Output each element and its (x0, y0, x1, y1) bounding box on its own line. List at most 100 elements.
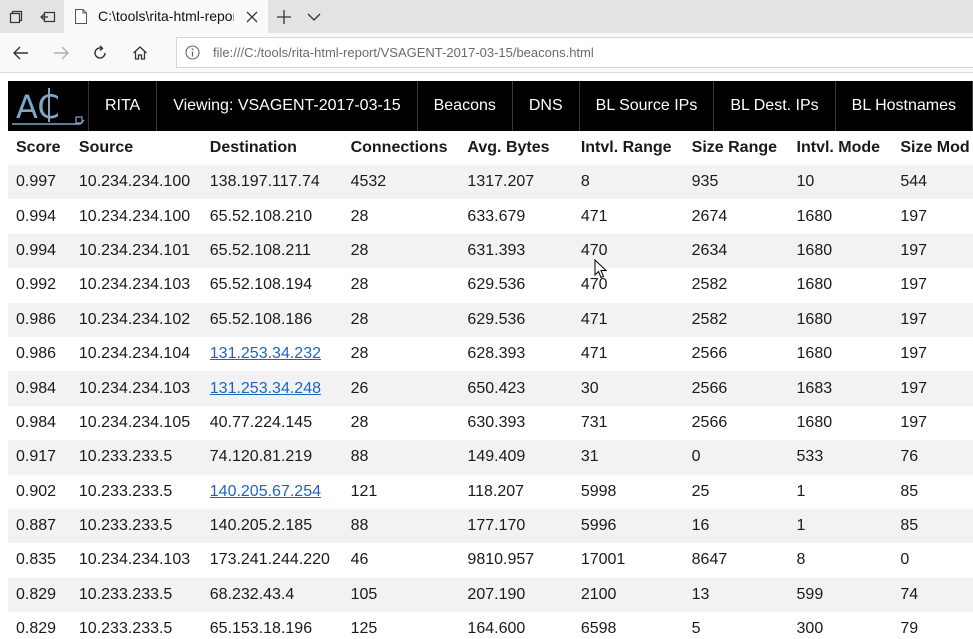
cell-score: 0.887 (8, 508, 71, 544)
cell-score: 0.992 (8, 268, 71, 303)
table-row: 0.992 10.234.234.103 65.52.108.194 28 629.53… (8, 268, 973, 303)
browser-tab-bar: C:\tools\rita-html-repor (0, 0, 973, 33)
address-bar[interactable]: file:///C:/tools/rita-html-report/VSAGEN… (176, 37, 973, 68)
cell-source: 10.233.233.5 (70, 508, 202, 544)
cell-intvl-mode: 1680 (788, 268, 893, 303)
cell-intvl-range: 470 (572, 268, 684, 303)
cell-destination: 65.52.108.186 (201, 302, 343, 337)
cell-destination: 65.52.108.210 (201, 199, 343, 234)
cell-intvl-range: 30 (572, 371, 684, 406)
cell-size-mode: 197 (892, 199, 973, 234)
cell-connections: 28 (342, 336, 460, 372)
cell-intvl-mode: 1680 (788, 336, 893, 372)
cell-connections: 28 (342, 302, 460, 337)
table-body: 0.997 10.234.234.100 138.197.117.74 4532 131… (8, 165, 973, 639)
beacons-table-container: Score Source Destination Connections Avg… (8, 131, 973, 639)
cell-avg-bytes: 9810.957 (459, 543, 573, 578)
nav-beacons[interactable]: Beacons (418, 81, 513, 131)
cell-destination: 74.120.81.219 (201, 440, 343, 475)
table-row: 0.835 10.234.234.103 173.241.244.220 46 9810… (8, 543, 973, 578)
cell-avg-bytes: 629.536 (459, 268, 573, 303)
destination-link[interactable]: 131.253.34.232 (209, 345, 321, 363)
header-size-mode[interactable]: Size Mod (892, 131, 973, 165)
cell-score: 0.986 (8, 302, 71, 337)
table-row: 0.997 10.234.234.100 138.197.117.74 4532 131… (8, 165, 973, 200)
cell-avg-bytes: 149.409 (459, 440, 573, 475)
cell-score: 0.984 (8, 371, 71, 406)
cell-destination: 40.77.224.145 (201, 405, 343, 441)
nav-bl-source-ips[interactable]: BL Source IPs (580, 81, 715, 131)
cell-source: 10.234.234.100 (70, 199, 202, 234)
cell-size-mode: 197 (892, 302, 973, 337)
tab-actions-icon[interactable] (0, 0, 32, 33)
cell-intvl-range: 6598 (572, 612, 684, 639)
nav-rita[interactable]: RITA (89, 81, 158, 131)
logo-icon: AC (11, 88, 85, 126)
forward-button[interactable] (45, 37, 77, 69)
cell-size-range: 16 (683, 508, 789, 544)
refresh-button[interactable] (84, 37, 116, 69)
header-avg-bytes[interactable]: Avg. Bytes (459, 131, 573, 165)
cell-destination: 68.232.43.4 (201, 577, 343, 613)
nav-viewing-dataset: Viewing: VSAGENT-2017-03-15 (157, 81, 418, 131)
table-header-row: Score Source Destination Connections Avg… (8, 131, 973, 165)
cell-size-mode: 197 (892, 405, 973, 441)
nav-bl-hostnames[interactable]: BL Hostnames (836, 81, 973, 131)
header-size-range[interactable]: Size Range (683, 131, 789, 165)
header-source[interactable]: Source (70, 131, 202, 165)
mouse-cursor-icon (594, 258, 608, 284)
cell-score: 0.917 (8, 440, 71, 475)
header-intvl-range[interactable]: Intvl. Range (572, 131, 684, 165)
cell-size-range: 2634 (683, 233, 789, 269)
table-row: 0.829 10.233.233.5 68.232.43.4 105 207.190 21… (8, 577, 973, 613)
destination-link[interactable]: 140.205.67.254 (209, 482, 321, 500)
new-tab-icon[interactable] (268, 0, 300, 33)
cell-avg-bytes: 628.393 (459, 336, 573, 372)
cell-intvl-range: 17001 (572, 543, 684, 578)
cell-size-range: 25 (683, 474, 789, 509)
table-row: 0.829 10.233.233.5 65.153.18.196 125 164.600… (8, 612, 973, 639)
table-row: 0.887 10.233.233.5 140.205.2.185 88 177.170 5… (8, 508, 973, 544)
nav-dns[interactable]: DNS (513, 81, 580, 131)
cell-size-range: 2566 (683, 405, 789, 441)
cell-connections: 105 (342, 577, 460, 613)
cell-intvl-mode: 1 (788, 474, 893, 509)
cell-avg-bytes: 118.207 (459, 474, 573, 509)
site-info-icon[interactable] (185, 45, 200, 65)
destination-link[interactable]: 131.253.34.248 (209, 379, 321, 397)
cell-intvl-mode: 300 (788, 612, 893, 639)
table-row: 0.917 10.233.233.5 74.120.81.219 88 149.409 3… (8, 440, 973, 475)
close-tab-icon[interactable] (246, 10, 258, 28)
tab-preview-chevron-icon[interactable] (298, 0, 330, 33)
cell-intvl-range: 731 (572, 405, 684, 441)
cell-intvl-range: 471 (572, 302, 684, 337)
browser-tab[interactable]: C:\tools\rita-html-repor (64, 0, 268, 33)
table-row: 0.984 10.234.234.105 40.77.224.145 28 630.39… (8, 405, 973, 441)
cell-connections: 88 (342, 508, 460, 544)
report-nav-bar: AC RITA Viewing: VSAGENT-2017-03-15 Beac… (8, 81, 973, 131)
header-connections[interactable]: Connections (342, 131, 460, 165)
cell-destination: 140.205.67.254 (201, 474, 343, 509)
url-text[interactable]: file:///C:/tools/rita-html-report/VSAGEN… (213, 45, 594, 60)
cell-size-mode: 0 (892, 543, 973, 578)
cell-score: 0.984 (8, 405, 71, 441)
cell-size-range: 13 (683, 577, 789, 613)
cell-avg-bytes: 650.423 (459, 371, 573, 406)
home-button[interactable] (124, 37, 156, 69)
header-destination[interactable]: Destination (201, 131, 343, 165)
cell-score: 0.994 (8, 233, 71, 269)
cell-source: 10.234.234.102 (70, 302, 202, 337)
cell-destination: 65.52.108.211 (201, 233, 343, 269)
header-score[interactable]: Score (8, 131, 71, 165)
cell-score: 0.829 (8, 577, 71, 613)
back-button[interactable] (5, 37, 37, 69)
cell-intvl-range: 470 (572, 233, 684, 269)
cell-source: 10.234.234.103 (70, 543, 202, 578)
set-tabs-aside-icon[interactable] (32, 0, 64, 33)
nav-bl-dest-ips[interactable]: BL Dest. IPs (714, 81, 836, 131)
rita-logo[interactable]: AC (8, 81, 89, 131)
page-content: AC RITA Viewing: VSAGENT-2017-03-15 Beac… (0, 73, 973, 639)
cell-size-mode: 79 (892, 612, 973, 639)
header-intvl-mode[interactable]: Intvl. Mode (788, 131, 893, 165)
cell-size-range: 2566 (683, 336, 789, 372)
